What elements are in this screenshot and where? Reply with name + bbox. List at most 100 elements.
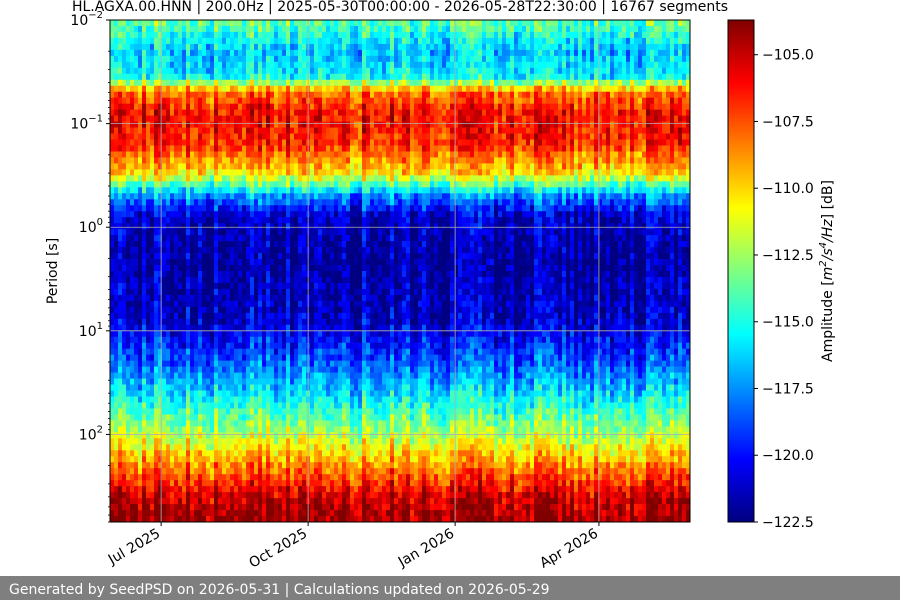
heatmap-cell (218, 504, 223, 511)
heatmap-cell (206, 312, 211, 320)
heatmap-cell (170, 133, 175, 140)
heatmap-cell (262, 259, 267, 266)
heatmap-cell (206, 79, 211, 87)
heatmap-cell (290, 390, 295, 397)
heatmap-cell (186, 67, 191, 75)
heatmap-cell (166, 282, 171, 290)
heatmap-cell (114, 91, 119, 99)
heatmap-cell (190, 288, 195, 296)
heatmap-cell (146, 468, 151, 475)
heatmap-cell (162, 91, 167, 99)
heatmap-cell (186, 426, 191, 433)
heatmap-cell (150, 97, 155, 105)
heatmap-cell (190, 217, 195, 224)
heatmap-cell (330, 288, 335, 296)
heatmap-cell (214, 97, 219, 105)
heatmap-cell (110, 259, 115, 266)
heatmap-cell (146, 175, 151, 182)
heatmap-cell (338, 109, 343, 116)
heatmap-cell (214, 265, 219, 272)
heatmap-cell (130, 504, 135, 511)
heatmap-cell (330, 390, 335, 397)
heatmap-cell (286, 181, 291, 188)
heatmap-cell (250, 408, 255, 415)
heatmap-cell (286, 390, 291, 397)
heatmap-cell (330, 384, 335, 391)
heatmap-cell (226, 247, 231, 254)
heatmap-cell (294, 127, 299, 134)
heatmap-cell (138, 265, 143, 272)
heatmap-cell (130, 516, 135, 523)
heatmap-cell (322, 253, 327, 260)
heatmap-cell (126, 366, 131, 373)
heatmap-cell (130, 67, 135, 75)
heatmap-cell (250, 151, 255, 158)
heatmap-cell (178, 157, 183, 164)
heatmap-cell (266, 229, 271, 236)
heatmap-cell (274, 372, 279, 379)
heatmap-cell (266, 300, 271, 308)
heatmap-cell (122, 55, 127, 63)
heatmap-cell (270, 43, 275, 51)
heatmap-cell (170, 456, 175, 463)
heatmap-cell (222, 372, 227, 379)
heatmap-cell (134, 354, 139, 361)
heatmap-cell (310, 133, 315, 140)
heatmap-cell (274, 67, 279, 75)
heatmap-cell (210, 163, 215, 170)
heatmap-cell (330, 265, 335, 272)
heatmap-cell (330, 49, 335, 57)
heatmap-cell (326, 336, 331, 344)
heatmap-cell (134, 151, 139, 158)
heatmap-cell (254, 480, 259, 487)
heatmap-cell (310, 384, 315, 391)
heatmap-cell (198, 169, 203, 176)
heatmap-cell (330, 235, 335, 242)
heatmap-cell (318, 145, 323, 152)
heatmap-cell (330, 408, 335, 415)
heatmap-cell (198, 115, 203, 122)
heatmap-cell (234, 462, 239, 469)
heatmap-cell (318, 504, 323, 511)
heatmap-cell (142, 408, 147, 415)
heatmap-cell (146, 516, 151, 523)
heatmap-cell (294, 462, 299, 469)
heatmap-cell (246, 300, 251, 308)
heatmap-cell (194, 241, 199, 248)
heatmap-cell (110, 408, 115, 415)
heatmap-cell (246, 223, 251, 230)
heatmap-cell (234, 438, 239, 445)
heatmap-cell (270, 163, 275, 170)
heatmap-cell (226, 265, 231, 272)
heatmap-cell (298, 348, 303, 356)
heatmap-cell (222, 486, 227, 493)
heatmap-cell (138, 139, 143, 146)
heatmap-cell (146, 121, 151, 128)
heatmap-cell (226, 504, 231, 511)
heatmap-cell (250, 462, 255, 469)
heatmap-cell (346, 187, 351, 194)
heatmap-cell (298, 438, 303, 445)
heatmap-cell (226, 450, 231, 457)
heatmap-cell (266, 49, 271, 57)
heatmap-cell (178, 510, 183, 517)
heatmap-cell (326, 37, 331, 45)
heatmap-cell (150, 229, 155, 236)
heatmap-cell (142, 37, 147, 45)
heatmap-cell (214, 235, 219, 242)
heatmap-cell (334, 43, 339, 51)
heatmap-cell (138, 300, 143, 308)
heatmap-cell (218, 420, 223, 427)
heatmap-cell (146, 324, 151, 332)
heatmap-cell (126, 193, 131, 200)
heatmap-cell (154, 276, 159, 284)
heatmap-cell (274, 103, 279, 110)
heatmap-cell (110, 438, 115, 445)
heatmap-cell (170, 49, 175, 57)
heatmap-cell (226, 85, 231, 93)
heatmap-cell (214, 402, 219, 409)
heatmap-cell (154, 450, 159, 457)
heatmap-cell (342, 73, 347, 81)
heatmap-cell (166, 402, 171, 409)
heatmap-cell (290, 300, 295, 308)
